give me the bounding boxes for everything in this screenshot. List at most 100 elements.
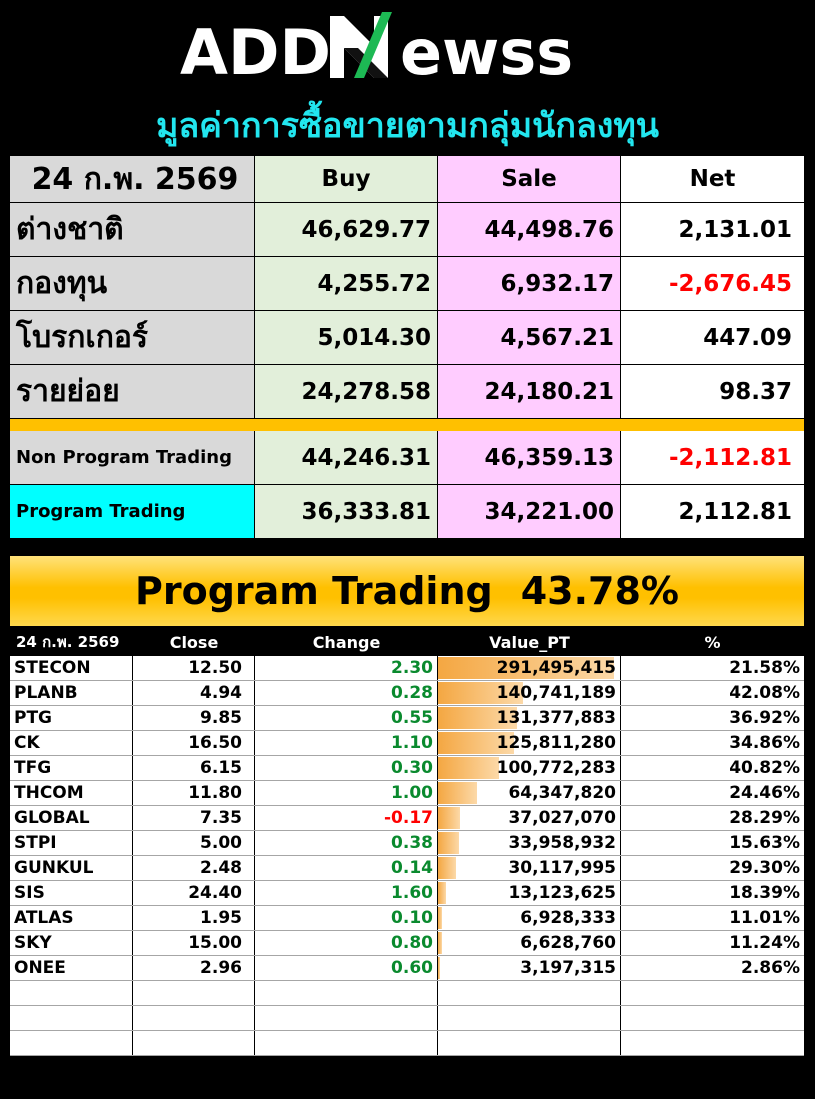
value-pt-cell: 140,741,189 (438, 681, 621, 705)
pt-percent: 11.01% (729, 908, 800, 928)
price-change: 0.30 (255, 756, 438, 780)
buy-value: 5,014.30 (255, 311, 438, 365)
table-row: SKY 15.00 0.80 6,628,760 11.24% (10, 931, 804, 956)
buy-header: Buy (255, 156, 438, 203)
value-data-bar (438, 857, 456, 879)
pt-percent: 24.46% (729, 783, 800, 803)
buy-value: 36,333.81 (255, 485, 438, 539)
close-price: 24.40 (133, 881, 255, 905)
value-pt: 131,377,883 (496, 708, 616, 728)
stock-symbol: SIS (10, 881, 133, 905)
empty-row (10, 1031, 804, 1056)
value-pt-cell: 3,197,315 (438, 956, 621, 980)
close-price: 4.94 (133, 681, 255, 705)
stock-symbol: ONEE (10, 956, 133, 980)
empty-cell (255, 1006, 438, 1030)
buy-value: 4,255.72 (255, 257, 438, 311)
investor-name: โบรกเกอร์ (10, 311, 255, 365)
empty-cell (621, 1006, 804, 1030)
net-value: 2,112.81 (621, 485, 804, 539)
empty-cell (255, 981, 438, 1005)
empty-cell (10, 981, 133, 1005)
price-change: 0.60 (255, 956, 438, 980)
price-change: 0.80 (255, 931, 438, 955)
price-change: 1.00 (255, 781, 438, 805)
pt-percent: 42.08% (729, 683, 800, 703)
net-value: 2,131.01 (621, 203, 804, 257)
close-price: 5.00 (133, 831, 255, 855)
net-value: 447.09 (621, 311, 804, 365)
table-row: CK 16.50 1.10 125,811,280 34.86% (10, 731, 804, 756)
empty-cell (255, 1031, 438, 1055)
value-pt-cell: 30,117,995 (438, 856, 621, 880)
stock-symbol: ATLAS (10, 906, 133, 930)
stock-symbol: STPI (10, 831, 133, 855)
stock-symbol: SKY (10, 931, 133, 955)
close-price: 7.35 (133, 806, 255, 830)
value-pt: 291,495,415 (496, 658, 616, 678)
sale-value: 34,221.00 (438, 485, 621, 539)
value-pt-cell: 6,928,333 (438, 906, 621, 930)
price-change: 0.10 (255, 906, 438, 930)
empty-cell (438, 1006, 621, 1030)
sale-value: 24,180.21 (438, 365, 621, 419)
pt-percent: 29.30% (729, 858, 800, 878)
value-data-bar (438, 782, 477, 804)
empty-cell (621, 1031, 804, 1055)
value-pt: 3,197,315 (520, 958, 616, 978)
pt-percent: 40.82% (729, 758, 800, 778)
investor-row: รายย่อย 24,278.58 24,180.21 98.37 (10, 365, 804, 419)
empty-cell (10, 1031, 133, 1055)
empty-cell (10, 1006, 133, 1030)
investor-row: โบรกเกอร์ 5,014.30 4,567.21 447.09 (10, 311, 804, 365)
net-header: Net (621, 156, 804, 203)
sale-value: 6,932.17 (438, 257, 621, 311)
table-row: STPI 5.00 0.38 33,958,932 15.63% (10, 831, 804, 856)
value-pt-cell: 291,495,415 (438, 656, 621, 680)
value-data-bar (438, 657, 614, 679)
value-pt-cell: 37,027,070 (438, 806, 621, 830)
value-pt-cell: 131,377,883 (438, 706, 621, 730)
value-data-bar (438, 757, 499, 779)
program-trading-row: Program Trading 36,333.81 34,221.00 2,112.8… (10, 485, 804, 539)
stock-symbol: PTG (10, 706, 133, 730)
table-row: ATLAS 1.95 0.10 6,928,333 11.01% (10, 906, 804, 931)
net-value: -2,112.81 (621, 431, 804, 485)
investor-name: ต่างชาติ (10, 203, 255, 257)
investor-row: ต่างชาติ 46,629.77 44,498.76 2,131.01 (10, 203, 804, 257)
stock-symbol: STECON (10, 656, 133, 680)
stock-symbol: GLOBAL (10, 806, 133, 830)
close-price: 11.80 (133, 781, 255, 805)
value-pt-cell: 33,958,932 (438, 831, 621, 855)
value-pt: 64,347,820 (508, 783, 616, 803)
non-program-trading-row: Non Program Trading 44,246.31 46,359.13 -2,… (10, 431, 804, 485)
banner-percent: 43.78% (520, 569, 679, 613)
value-pt: 6,628,760 (520, 933, 616, 953)
pt-percent: 18.39% (729, 883, 800, 903)
empty-cell (133, 1006, 255, 1030)
price-change: 0.28 (255, 681, 438, 705)
stock-symbol: THCOM (10, 781, 133, 805)
net-value: 98.37 (621, 365, 804, 419)
close-price: 6.15 (133, 756, 255, 780)
price-change: 0.38 (255, 831, 438, 855)
value-header: Value_PT (489, 632, 570, 652)
price-change: 1.60 (255, 881, 438, 905)
empty-cell (133, 1031, 255, 1055)
table-row: GUNKUL 2.48 0.14 30,117,995 29.30% (10, 856, 804, 881)
value-data-bar (438, 682, 523, 704)
value-pt: 100,772,283 (496, 758, 616, 778)
program-rows: Non Program Trading 44,246.31 46,359.13 -2,… (10, 431, 804, 539)
pt-percent: 11.24% (729, 933, 800, 953)
stock-symbol: TFG (10, 756, 133, 780)
value-pt-cell: 100,772,283 (438, 756, 621, 780)
value-pt: 30,117,995 (508, 858, 616, 878)
close-price: 12.50 (133, 656, 255, 680)
table-row: SIS 24.40 1.60 13,123,625 18.39% (10, 881, 804, 906)
stock-symbol: CK (10, 731, 133, 755)
banner-label: Program Trading (135, 569, 493, 613)
close-price: 1.95 (133, 906, 255, 930)
value-pt: 6,928,333 (520, 908, 616, 928)
pt-percent: 2.86% (741, 958, 800, 978)
trading-type-name: Program Trading (10, 485, 255, 539)
